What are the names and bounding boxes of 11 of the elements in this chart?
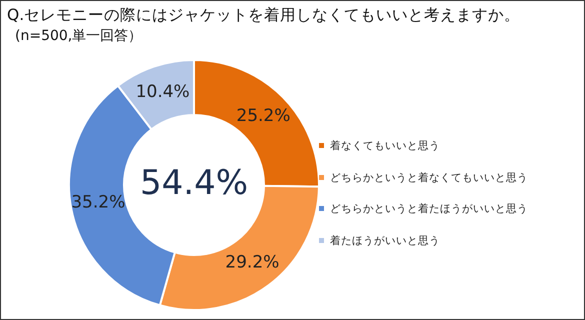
text: 54.4% xyxy=(140,162,248,203)
legend-label: どちらかというと着なくてもいいと思う xyxy=(330,170,528,184)
data-label: 25.2% xyxy=(236,106,290,126)
data-label: 29.2% xyxy=(225,252,280,273)
legend-label: どちらかというと着たほうがいいと思う xyxy=(330,202,528,216)
chart-subtitle: (n=500,単一回答） xyxy=(15,27,142,45)
data-label: 35.2% xyxy=(71,192,126,213)
data-label: 10.4% xyxy=(136,82,190,102)
chart-title: Q.セレモニーの際にはジャケットを着用しなくてもいいと考えますか。 xyxy=(7,5,520,26)
legend-label: 着たほうがいいと思う xyxy=(330,234,440,248)
legend-label: 着なくてもいいと思う xyxy=(330,139,440,153)
